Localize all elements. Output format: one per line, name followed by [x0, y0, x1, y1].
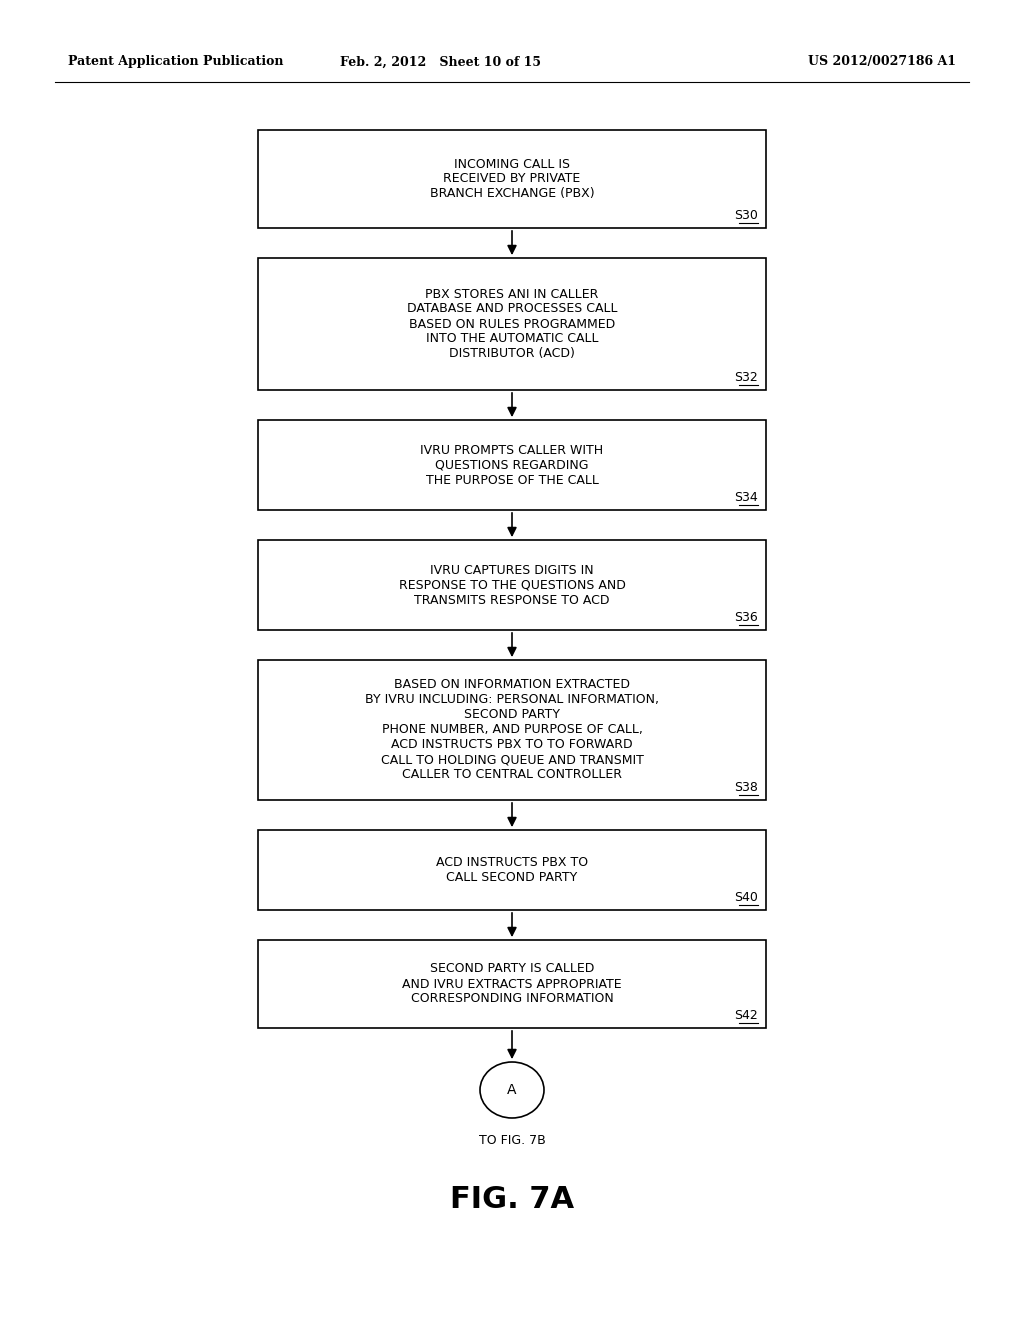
Text: S32: S32 — [734, 371, 758, 384]
Text: INCOMING CALL IS
RECEIVED BY PRIVATE
BRANCH EXCHANGE (PBX): INCOMING CALL IS RECEIVED BY PRIVATE BRA… — [430, 157, 594, 201]
Ellipse shape — [480, 1063, 544, 1118]
Text: S36: S36 — [734, 611, 758, 624]
Bar — [258, 257, 766, 389]
Text: Feb. 2, 2012   Sheet 10 of 15: Feb. 2, 2012 Sheet 10 of 15 — [340, 55, 541, 69]
Bar — [258, 129, 766, 228]
Text: S38: S38 — [734, 781, 758, 795]
Text: S40: S40 — [734, 891, 758, 904]
Text: TO FIG. 7B: TO FIG. 7B — [478, 1134, 546, 1147]
Text: US 2012/0027186 A1: US 2012/0027186 A1 — [808, 55, 956, 69]
Text: S34: S34 — [734, 491, 758, 504]
Text: A: A — [507, 1082, 517, 1097]
Bar — [258, 940, 766, 1028]
Text: SECOND PARTY IS CALLED
AND IVRU EXTRACTS APPROPRIATE
CORRESPONDING INFORMATION: SECOND PARTY IS CALLED AND IVRU EXTRACTS… — [402, 962, 622, 1006]
Text: FIG. 7A: FIG. 7A — [450, 1185, 574, 1214]
Text: ACD INSTRUCTS PBX TO
CALL SECOND PARTY: ACD INSTRUCTS PBX TO CALL SECOND PARTY — [436, 855, 588, 884]
Text: IVRU PROMPTS CALLER WITH
QUESTIONS REGARDING
THE PURPOSE OF THE CALL: IVRU PROMPTS CALLER WITH QUESTIONS REGAR… — [421, 444, 603, 487]
Bar — [258, 420, 766, 510]
Text: Patent Application Publication: Patent Application Publication — [68, 55, 284, 69]
Bar — [258, 660, 766, 800]
Text: BASED ON INFORMATION EXTRACTED
BY IVRU INCLUDING: PERSONAL INFORMATION,
SECOND P: BASED ON INFORMATION EXTRACTED BY IVRU I… — [365, 678, 659, 781]
Text: IVRU CAPTURES DIGITS IN
RESPONSE TO THE QUESTIONS AND
TRANSMITS RESPONSE TO ACD: IVRU CAPTURES DIGITS IN RESPONSE TO THE … — [398, 564, 626, 606]
Bar — [258, 830, 766, 909]
Bar — [258, 540, 766, 630]
Text: S30: S30 — [734, 209, 758, 222]
Text: PBX STORES ANI IN CALLER
DATABASE AND PROCESSES CALL
BASED ON RULES PROGRAMMED
I: PBX STORES ANI IN CALLER DATABASE AND PR… — [407, 288, 617, 360]
Text: S42: S42 — [734, 1008, 758, 1022]
